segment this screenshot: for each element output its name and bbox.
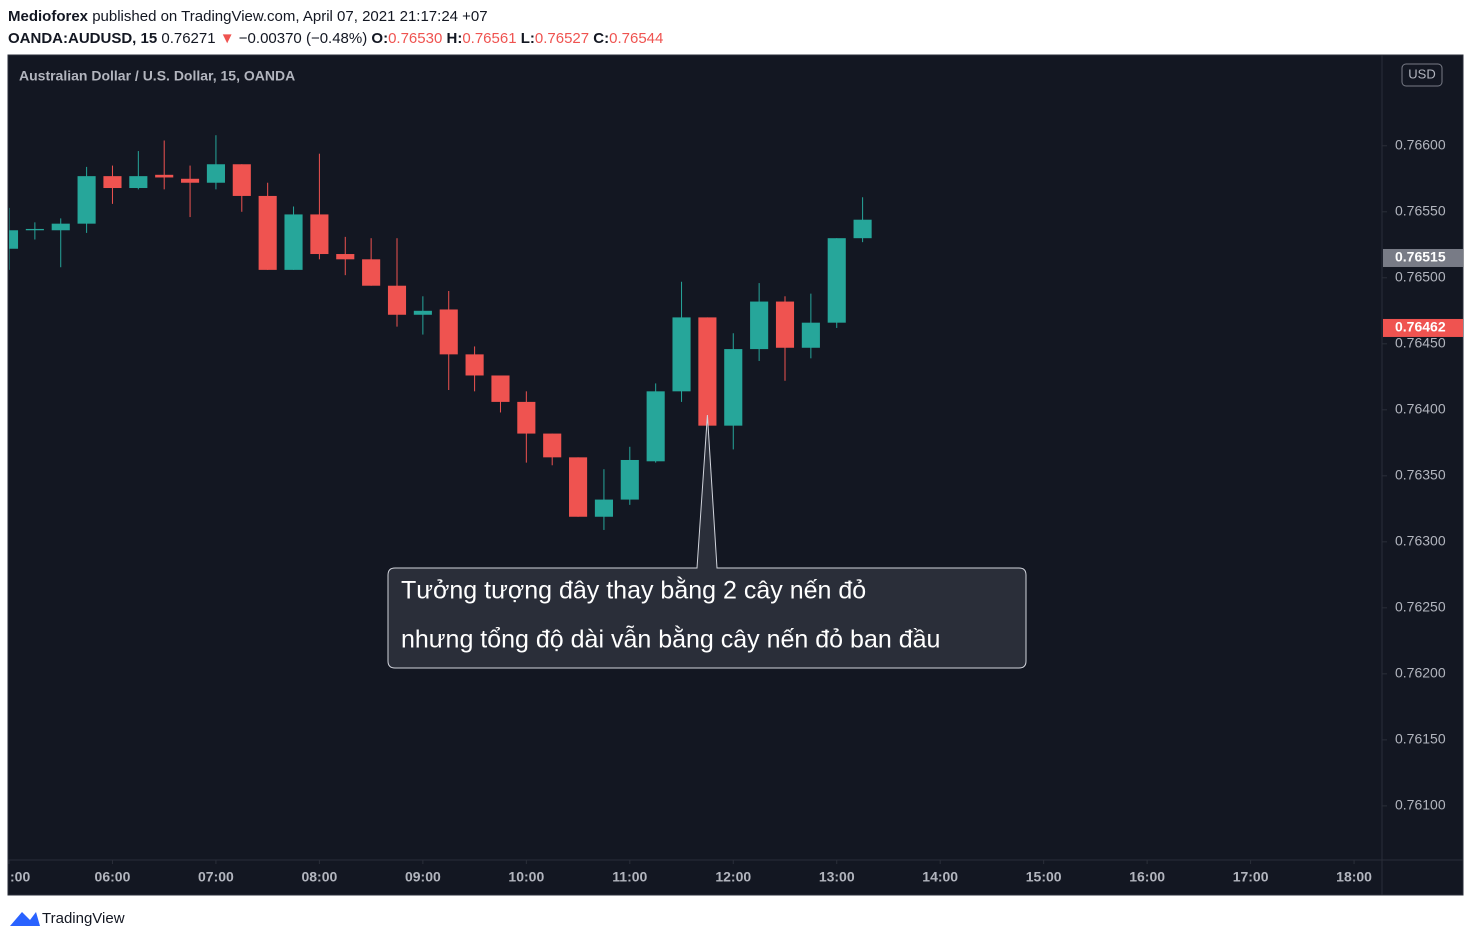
candle-body (775, 301, 795, 348)
candle-body (181, 178, 200, 183)
currency-badge (1401, 63, 1443, 87)
ohlc-label: L: (520, 30, 535, 47)
ohlc-value: 0.76561 (462, 30, 517, 47)
x-tick-label: 06:00 (95, 869, 131, 885)
x-tick-label: 12:00 (715, 869, 751, 885)
y-tick-label: 0.76550 (1395, 202, 1446, 218)
candle-body (853, 219, 872, 239)
brand-logo (10, 912, 40, 926)
last: 0.76271 (161, 30, 216, 47)
candle-body (232, 164, 251, 196)
candle-body (362, 259, 381, 286)
ohlc-label: H: (446, 30, 463, 47)
candle-body (698, 317, 717, 426)
published: published on TradingView.com, April 07, … (92, 8, 488, 25)
x-tick-label: 11:00 (612, 869, 647, 885)
candle-body (439, 309, 458, 355)
x-tick-label: 10:00 (508, 869, 544, 885)
annotation-text: nhưng tổng độ dài vẫn bằng cây nến đỏ ba… (401, 625, 940, 654)
y-tick-label: 0.76500 (1395, 268, 1446, 284)
candle-body (517, 401, 536, 434)
x-tick-label: 17:00 (1233, 869, 1269, 885)
publish-line: Medioforex published on TradingView.com,… (8, 6, 663, 28)
y-tick-label: 0.76400 (1395, 401, 1446, 417)
y-tick-label: 0.76150 (1395, 731, 1446, 747)
candle-body (336, 254, 355, 260)
candle-body (724, 349, 743, 426)
candle-body (103, 176, 122, 189)
y-tick-label: 0.76250 (1395, 599, 1446, 615)
annotation: Tưởng tượng đây thay bằng 2 cây nến đỏ nh… (387, 415, 1027, 669)
ohlc-value: 0.76544 (609, 30, 664, 47)
x-tick-label: 18:00 (1336, 869, 1372, 885)
y-tick-label: 0.76600 (1395, 136, 1446, 152)
down-arrow: ▼ (219, 30, 235, 47)
x-tick-label: 07:00 (198, 869, 234, 885)
ohlc-value: 0.76527 (534, 30, 590, 47)
ohlc-label: C: (593, 30, 610, 47)
header: Medioforex published on TradingView.com,… (8, 6, 663, 50)
candle-body (51, 223, 70, 231)
candle-body (620, 459, 639, 500)
candle-body (310, 214, 329, 255)
publisher: Medioforex (8, 8, 89, 25)
symbol-line: OANDA:AUDUSD, 15 0.76271 ▼ −0.00370 (−0.… (8, 28, 663, 50)
candle-body (284, 214, 303, 270)
candle-body (77, 176, 96, 224)
y-tick-label: 0.76300 (1395, 533, 1446, 549)
annotation-callout (387, 415, 1027, 669)
y-tick-label: 0.76450 (1395, 335, 1446, 351)
candle-body (543, 433, 562, 458)
candle-body (387, 285, 407, 315)
x-tick-label: 14:00 (922, 869, 958, 885)
x-tick-label: 13:00 (819, 869, 855, 885)
candle-body (206, 164, 225, 183)
brand: TradingView (42, 910, 125, 927)
x-tick-label: 16:00 (1129, 869, 1165, 885)
candle-body (413, 310, 432, 315)
candle-body (672, 317, 691, 392)
symbol: OANDA:AUDUSD, 15 (8, 30, 158, 47)
candle-body (594, 499, 613, 517)
price-label-box (1383, 248, 1463, 267)
candle-body (827, 238, 846, 323)
y-tick-label: 0.76100 (1395, 797, 1446, 813)
price-label-box (1383, 318, 1463, 337)
candle-body (155, 174, 174, 178)
candle-body (9, 230, 19, 249)
candle-body (491, 375, 510, 402)
plot (9, 135, 872, 530)
price-label: 0.76515 (1395, 249, 1446, 265)
chart-title: Australian Dollar / U.S. Dollar, 15, OAN… (19, 68, 295, 84)
candle-body (646, 391, 665, 462)
candle-body (129, 176, 148, 189)
axes: 0.76100 0.76150 0.76200 0.76250 0.76300 0.763… (8, 136, 1463, 885)
candle-body (750, 301, 769, 350)
candle-body (258, 195, 277, 270)
x-tick-label: 08:00 (301, 869, 337, 885)
x-tick-label: 09:00 (405, 869, 441, 885)
ohlc-value: 0.76530 (388, 30, 443, 47)
ohlc: O:0.76530 H:0.76561 L:0.76527 C:0.76544 (371, 30, 663, 47)
candle-body (465, 354, 484, 376)
currency: USD (1408, 66, 1435, 81)
price-label: 0.76462 (1395, 319, 1446, 335)
change: −0.00370 (−0.48%) (238, 30, 368, 47)
annotation-text: Tưởng tượng đây thay bằng 2 cây nến đỏ (401, 576, 866, 605)
candle-body (801, 322, 820, 348)
candle-body (25, 228, 44, 231)
ohlc-label: O: (371, 30, 389, 47)
x-tick-label: :00 (10, 869, 30, 885)
y-tick-label: 0.76200 (1395, 665, 1446, 681)
x-tick-label: 15:00 (1026, 869, 1062, 885)
candle-body (569, 457, 588, 517)
y-tick-label: 0.76350 (1395, 467, 1446, 483)
chart-panel (7, 54, 1464, 896)
